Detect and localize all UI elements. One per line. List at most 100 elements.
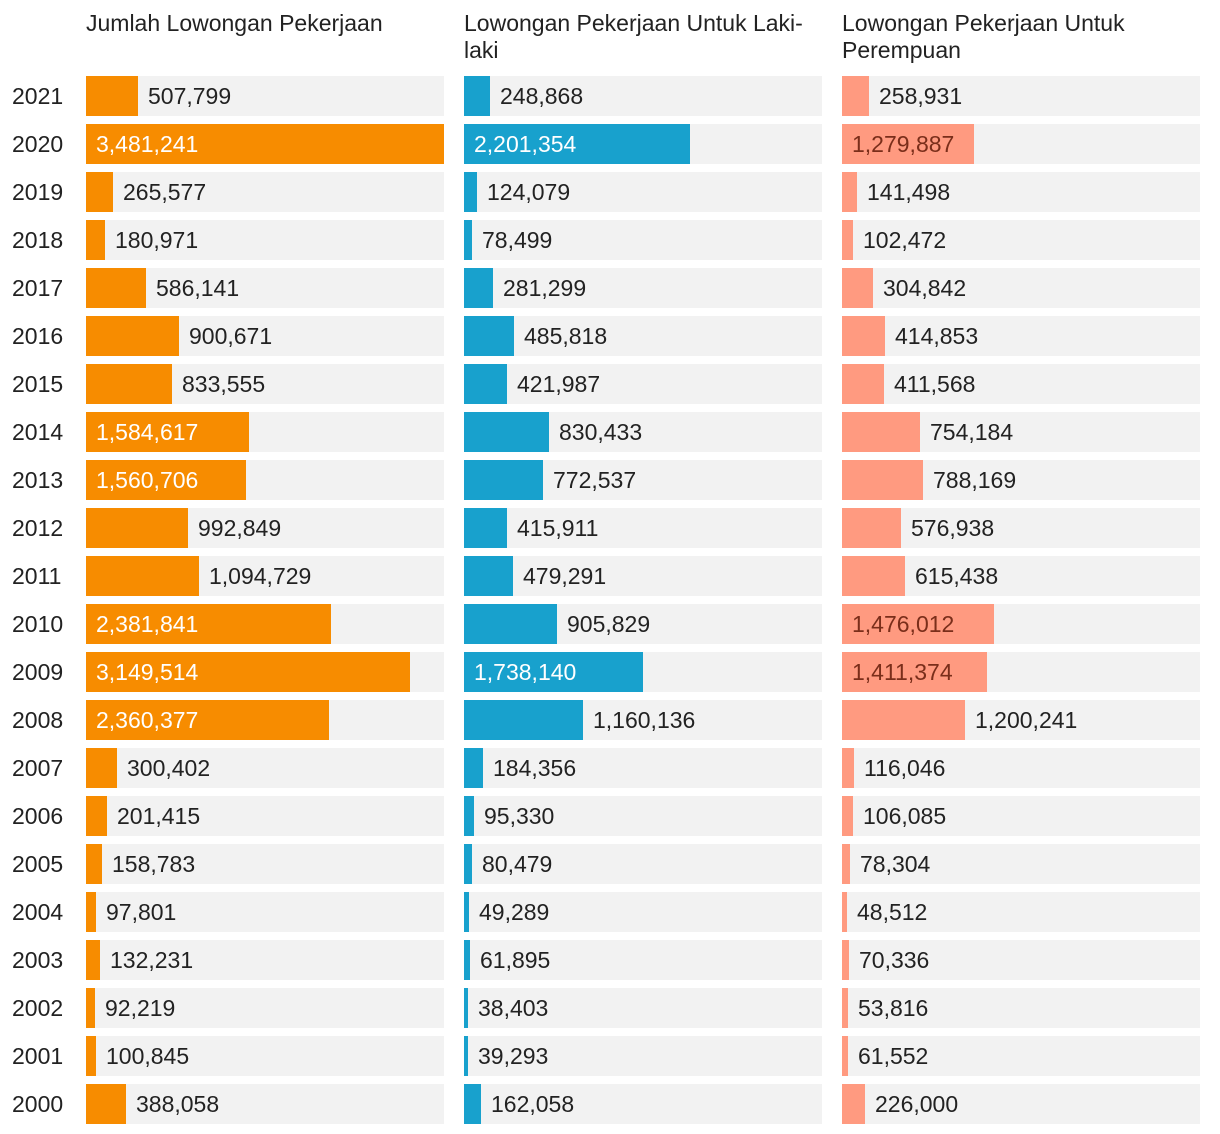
data-label: 201,415	[117, 803, 201, 829]
bar	[86, 172, 113, 212]
data-label: 388,058	[136, 1091, 220, 1117]
data-label: 830,433	[559, 419, 643, 445]
data-label: 180,971	[115, 227, 199, 253]
data-label: 772,537	[553, 467, 637, 493]
data-label: 754,184	[930, 419, 1014, 445]
data-label: 281,299	[503, 275, 587, 301]
data-label: 78,304	[860, 851, 931, 877]
data-label: 61,895	[480, 947, 551, 973]
year-label: 2020	[12, 131, 64, 157]
bar	[464, 604, 557, 644]
data-label: 1,476,012	[852, 611, 955, 637]
bar	[86, 268, 146, 308]
data-label: 258,931	[879, 83, 963, 109]
data-label: 100,845	[106, 1043, 190, 1069]
bar	[842, 172, 857, 212]
bar-track: 3,481,241	[86, 124, 444, 164]
bar	[464, 1036, 468, 1076]
data-label: 248,868	[500, 83, 584, 109]
bar-track: 141,498	[842, 172, 1200, 212]
bar	[86, 748, 117, 788]
bar-track: 265,577	[86, 172, 444, 212]
bar	[464, 748, 483, 788]
bar	[86, 844, 102, 884]
bar	[842, 1036, 848, 1076]
data-label: 1,200,241	[975, 707, 1078, 733]
bar-track: 48,512	[842, 892, 1200, 932]
data-label: 97,801	[106, 899, 177, 925]
data-label: 1,411,374	[852, 659, 953, 685]
series-title: Lowongan Pekerjaan Untuk Laki-laki	[464, 10, 803, 63]
data-label: 184,356	[493, 755, 577, 781]
bar-track: 754,184	[842, 412, 1200, 452]
bar-track: 95,330	[464, 796, 822, 836]
bar-track: 53,816	[842, 988, 1200, 1028]
bar-track: 132,231	[86, 940, 444, 980]
bar-track: 281,299	[464, 268, 822, 308]
data-label: 507,799	[148, 83, 232, 109]
data-label: 2,360,377	[96, 707, 199, 733]
data-label: 3,481,241	[96, 131, 199, 157]
bar	[842, 1084, 865, 1124]
bar	[464, 268, 493, 308]
bar	[842, 604, 994, 644]
bar-track: 2,381,841	[86, 604, 444, 644]
bar	[842, 412, 920, 452]
bar-track: 772,537	[464, 460, 822, 500]
bar-track: 411,568	[842, 364, 1200, 404]
bar-track: 421,987	[464, 364, 822, 404]
bar	[464, 412, 549, 452]
data-label: 70,336	[859, 947, 930, 973]
bar	[86, 508, 188, 548]
year-label: 2016	[12, 323, 64, 349]
data-label: 53,816	[858, 995, 929, 1021]
bar	[464, 316, 514, 356]
data-label: 49,289	[479, 899, 550, 925]
year-label: 2006	[12, 803, 64, 829]
bar	[86, 124, 444, 164]
bar-track: 788,169	[842, 460, 1200, 500]
bar	[842, 556, 905, 596]
data-label: 116,046	[864, 755, 946, 781]
bar-track: 576,938	[842, 508, 1200, 548]
data-label: 586,141	[156, 275, 240, 301]
bar	[464, 988, 468, 1028]
bar	[464, 124, 690, 164]
year-label: 2015	[12, 371, 64, 397]
bar	[464, 76, 490, 116]
bar-track: 414,853	[842, 316, 1200, 356]
bar	[86, 796, 107, 836]
data-label: 485,818	[524, 323, 608, 349]
bar	[86, 412, 249, 452]
year-label: 2019	[12, 179, 64, 205]
year-label: 2000	[12, 1091, 64, 1117]
data-label: 1,560,706	[96, 467, 199, 493]
year-label: 2014	[12, 419, 64, 445]
data-label: 1,279,887	[852, 131, 955, 157]
bar	[842, 988, 848, 1028]
data-label: 102,472	[863, 227, 947, 253]
bar-track: 100,845	[86, 1036, 444, 1076]
bar-track: 1,476,012	[842, 604, 1200, 644]
data-label: 2,201,354	[474, 131, 577, 157]
data-label: 141,498	[867, 179, 951, 205]
bar-track: 1,560,706	[86, 460, 444, 500]
bar-track: 586,141	[86, 268, 444, 308]
series-title: Jumlah Lowongan Pekerjaan	[86, 10, 383, 36]
data-label: 162,058	[491, 1091, 575, 1117]
bar-track: 162,058	[464, 1084, 822, 1124]
series-title: Lowongan Pekerjaan Untuk Perempuan	[842, 10, 1125, 63]
data-label: 992,849	[198, 515, 282, 541]
bar	[464, 1084, 481, 1124]
data-label: 38,403	[478, 995, 549, 1021]
bar-track: 2,360,377	[86, 700, 444, 740]
bar	[464, 940, 470, 980]
bar-track: 158,783	[86, 844, 444, 884]
bar-track: 485,818	[464, 316, 822, 356]
bar	[842, 700, 965, 740]
bar-track: 1,738,140	[464, 652, 822, 692]
bar-track: 615,438	[842, 556, 1200, 596]
bar	[842, 124, 974, 164]
bar	[86, 652, 410, 692]
bar	[464, 364, 507, 404]
